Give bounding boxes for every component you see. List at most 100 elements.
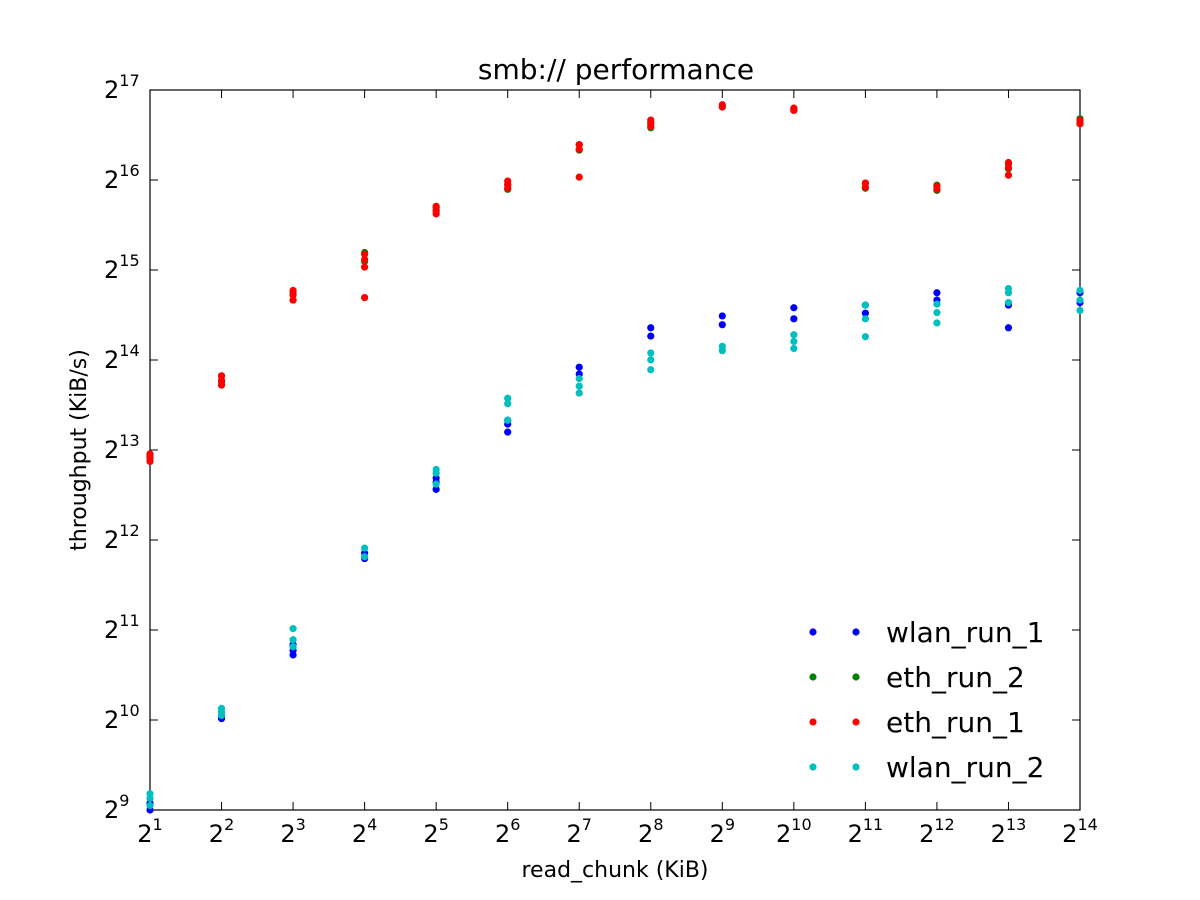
legend-item: wlan_run_2 xyxy=(809,751,1044,784)
x-tick-label: 214 xyxy=(1062,815,1098,848)
data-point xyxy=(790,344,798,353)
x-tick-exponent: 6 xyxy=(510,815,520,834)
data-point xyxy=(361,263,369,271)
data-point xyxy=(289,643,297,651)
x-tick-base: 2 xyxy=(352,820,367,848)
data-point xyxy=(361,544,369,552)
legend-label: eth_run_1 xyxy=(886,706,1025,739)
x-tick-exponent: 13 xyxy=(1006,815,1026,834)
data-point xyxy=(575,389,583,397)
x-tick-label: 28 xyxy=(638,815,663,848)
legend: wlan_run_1 eth_run_2 eth_run_1 wlan_run_2 xyxy=(809,616,1044,784)
axis-ticks xyxy=(149,89,1081,811)
plot-frame xyxy=(149,89,1081,811)
data-point xyxy=(790,337,798,346)
data-point xyxy=(504,428,512,436)
y-tick-label: 216 xyxy=(104,161,140,194)
series-eth_run_1 xyxy=(146,101,1084,466)
y-tick-label: 212 xyxy=(104,521,140,554)
data-point xyxy=(432,202,440,210)
data-point xyxy=(933,289,941,297)
x-tick-label: 29 xyxy=(710,815,735,848)
y-tick-label: 213 xyxy=(104,431,140,464)
x-tick-exponent: 9 xyxy=(725,815,735,834)
data-point xyxy=(289,636,297,644)
x-tick-base: 2 xyxy=(991,820,1006,848)
y-tick-exponent: 9 xyxy=(119,791,129,810)
y-tick-base: 2 xyxy=(104,796,119,824)
data-point xyxy=(361,256,369,264)
y-tick-base: 2 xyxy=(104,76,119,104)
data-point xyxy=(861,333,869,341)
y-tick-exponent: 11 xyxy=(119,611,139,630)
data-point xyxy=(647,116,655,124)
x-tick-label: 27 xyxy=(566,815,591,848)
data-point xyxy=(1076,286,1084,295)
x-tick-label: 25 xyxy=(423,815,448,848)
data-point xyxy=(1076,116,1084,124)
data-point xyxy=(647,332,655,340)
legend-label: wlan_run_1 xyxy=(886,616,1044,649)
legend-marker xyxy=(852,628,860,636)
legend-marker xyxy=(809,628,817,636)
data-point xyxy=(718,342,726,350)
legend-item: wlan_run_1 xyxy=(809,616,1044,649)
x-tick-base: 2 xyxy=(423,820,438,848)
y-tick-label: 217 xyxy=(104,71,140,104)
x-tick-base: 2 xyxy=(638,820,653,848)
y-tick-base: 2 xyxy=(104,526,119,554)
x-tick-base: 2 xyxy=(566,820,581,848)
x-tick-base: 2 xyxy=(710,820,725,848)
x-tick-label: 24 xyxy=(352,815,377,848)
x-tick-label: 21 xyxy=(137,815,162,848)
data-point xyxy=(361,293,369,302)
x-tick-exponent: 5 xyxy=(439,815,449,834)
data-point xyxy=(933,319,941,327)
legend-marker xyxy=(852,718,860,726)
y-tick-exponent: 14 xyxy=(119,341,139,360)
data-point xyxy=(146,790,154,798)
y-tick-label: 215 xyxy=(104,251,140,284)
y-tick-base: 2 xyxy=(104,616,119,644)
y-tick-label: 211 xyxy=(104,611,140,644)
data-point xyxy=(790,104,798,112)
x-tick-label: 210 xyxy=(776,815,812,848)
data-point xyxy=(861,179,869,187)
data-point xyxy=(146,450,154,458)
data-point xyxy=(432,485,440,493)
series-eth_run_2 xyxy=(146,103,1084,463)
y-tick-exponent: 13 xyxy=(119,431,139,450)
legend-marker xyxy=(852,673,860,681)
y-tick-base: 2 xyxy=(104,346,119,374)
x-tick-base: 2 xyxy=(848,820,863,848)
data-point xyxy=(933,309,941,317)
y-tick-exponent: 10 xyxy=(119,701,139,720)
data-point xyxy=(575,374,583,383)
y-tick-exponent: 15 xyxy=(119,251,139,270)
data-point xyxy=(1004,284,1013,293)
data-point xyxy=(1076,296,1084,304)
data-point xyxy=(1004,158,1013,167)
x-tick-exponent: 7 xyxy=(582,815,592,834)
data-point xyxy=(504,177,512,185)
chart-title: smb:// performance xyxy=(478,53,754,86)
y-tick-base: 2 xyxy=(104,436,119,464)
x-tick-base: 2 xyxy=(919,820,934,848)
data-point xyxy=(289,625,297,633)
y-tick-label: 210 xyxy=(104,701,140,734)
legend-marker xyxy=(809,763,817,771)
data-point xyxy=(790,304,798,312)
legend-marker xyxy=(852,763,860,771)
x-tick-exponent: 4 xyxy=(367,815,377,834)
y-tick-base: 2 xyxy=(104,706,119,734)
data-point xyxy=(575,363,583,371)
x-tick-exponent: 8 xyxy=(653,815,663,834)
x-tick-exponent: 1 xyxy=(153,815,163,834)
data-point xyxy=(647,324,655,332)
data-point xyxy=(861,301,869,309)
data-point xyxy=(289,286,297,295)
x-axis-label: read_chunk (KiB) xyxy=(522,858,709,883)
data-point xyxy=(1004,298,1013,307)
